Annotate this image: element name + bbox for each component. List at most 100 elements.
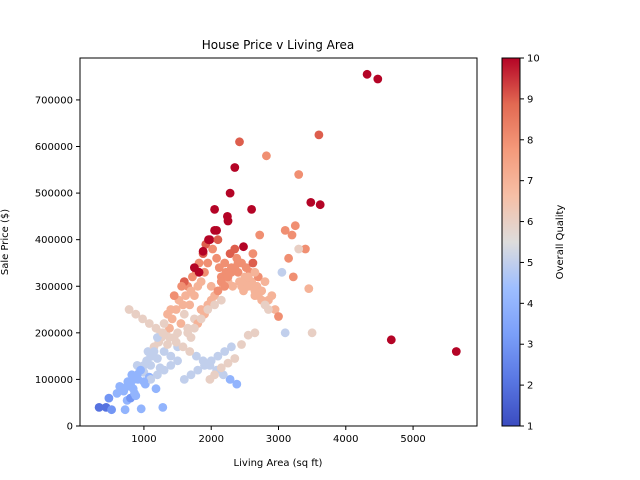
data-point	[171, 337, 181, 347]
y-tick-label: 0	[67, 422, 73, 433]
data-point	[204, 235, 213, 245]
data-point	[138, 314, 148, 324]
data-point	[196, 314, 206, 324]
data-point	[287, 230, 297, 240]
data-point	[166, 361, 176, 370]
x-tick-label: 1000	[131, 434, 156, 445]
data-point	[225, 188, 235, 198]
data-point	[223, 216, 233, 226]
data-point	[131, 391, 141, 401]
colorbar-label: Overall Quality	[555, 205, 566, 280]
data-point	[94, 403, 104, 412]
data-point	[247, 205, 256, 214]
data-point	[185, 300, 195, 310]
data-point	[151, 384, 161, 394]
data-point	[185, 347, 195, 356]
data-point	[212, 253, 222, 263]
chart-title: House Price v Living Area	[202, 38, 355, 52]
data-point	[280, 328, 290, 338]
data-point	[220, 347, 230, 356]
data-point	[220, 258, 230, 268]
data-point	[158, 328, 168, 338]
data-point	[294, 244, 304, 254]
colorbar	[501, 57, 521, 427]
data-point	[112, 389, 122, 398]
data-point	[386, 335, 396, 345]
data-point	[159, 347, 169, 356]
data-point	[169, 291, 179, 300]
colorbar-tick-label: 9	[527, 94, 533, 105]
data-point	[264, 305, 273, 314]
data-point	[163, 340, 172, 349]
colorbar-tick-label: 7	[527, 176, 533, 187]
data-point	[205, 361, 215, 370]
y-tick-label: 200000	[35, 328, 73, 339]
data-point	[213, 351, 223, 361]
x-axis-ticks: 1000 2000 3000 4000 5000	[131, 426, 426, 445]
data-point	[139, 377, 149, 387]
data-point	[288, 272, 298, 282]
data-point	[230, 163, 240, 172]
colorbar-tick-label: 1	[527, 422, 533, 433]
data-point	[216, 363, 226, 373]
colorbar-tick-label: 8	[527, 135, 533, 146]
data-point	[183, 328, 193, 338]
data-point	[307, 328, 317, 338]
data-point	[274, 312, 283, 321]
y-axis-label: Sale Price ($)	[0, 209, 11, 275]
data-point	[124, 305, 134, 314]
data-point	[237, 277, 246, 286]
colorbar-ticks: 1 2 3 4 5 6 7 8 9 10	[520, 54, 540, 433]
data-point	[179, 309, 189, 319]
data-point	[239, 242, 248, 252]
data-point	[228, 281, 238, 291]
y-tick-label: 400000	[35, 235, 73, 246]
colorbar-tick-label: 4	[527, 299, 533, 310]
data-point	[206, 281, 216, 291]
data-point	[315, 200, 325, 210]
data-point	[280, 226, 290, 235]
data-point	[165, 333, 174, 342]
data-point	[250, 328, 260, 338]
data-point	[212, 226, 222, 235]
data-point	[194, 267, 204, 277]
data-point	[178, 300, 188, 310]
data-point	[210, 370, 220, 380]
data-point	[177, 281, 187, 291]
data-point	[213, 286, 223, 296]
data-point	[190, 291, 199, 300]
data-point	[270, 305, 280, 314]
data-point	[227, 342, 236, 352]
colorbar-tick-label: 6	[527, 217, 533, 228]
data-point	[260, 277, 270, 286]
colorbar-tick-label: 10	[527, 54, 540, 65]
colorbar-tick-label: 3	[527, 340, 533, 351]
data-point	[451, 347, 461, 356]
data-point	[120, 405, 130, 415]
data-point	[104, 393, 114, 403]
scatter-points	[94, 69, 461, 415]
data-point	[173, 328, 183, 338]
data-point	[159, 319, 169, 328]
data-point	[314, 130, 324, 140]
data-point	[267, 291, 277, 300]
data-point	[277, 267, 287, 277]
data-point	[119, 384, 129, 394]
x-tick-label: 3000	[266, 434, 291, 445]
data-point	[232, 379, 242, 389]
data-point	[220, 281, 230, 291]
data-point	[362, 69, 372, 79]
data-point	[210, 205, 220, 214]
data-point	[153, 354, 162, 363]
data-point	[144, 319, 154, 328]
data-point	[203, 258, 213, 268]
data-point	[218, 370, 228, 380]
data-point	[235, 137, 244, 147]
y-tick-label: 500000	[35, 189, 73, 200]
y-tick-label: 300000	[35, 282, 73, 293]
data-point	[248, 258, 258, 268]
data-point	[210, 300, 220, 310]
data-point	[158, 403, 168, 412]
data-point	[230, 354, 240, 363]
